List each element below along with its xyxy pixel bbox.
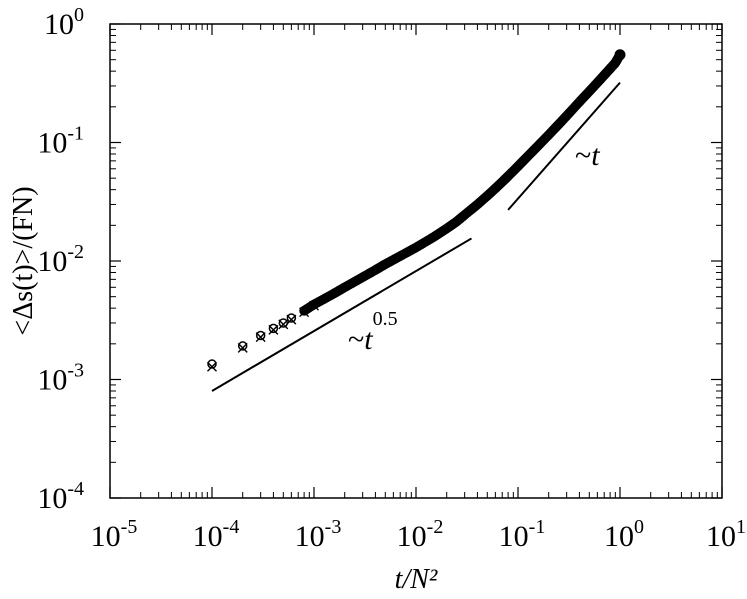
reference-line-label: ~t bbox=[575, 139, 600, 172]
x-tick-label: 101 bbox=[706, 516, 746, 553]
x-tick-label: 10-2 bbox=[397, 516, 444, 553]
cross-stroke bbox=[237, 342, 248, 353]
y-tick-labels: 10-4 10-3 10-2 10-1 100 bbox=[37, 4, 84, 515]
cross-stroke bbox=[268, 324, 279, 335]
y-tick-label: 10-4 bbox=[37, 478, 84, 515]
reference-lines: ~t0.5 ~t bbox=[211, 81, 621, 392]
data-point-cross bbox=[207, 361, 217, 372]
cross-stroke bbox=[299, 307, 310, 318]
y-tick-label: 10-1 bbox=[37, 123, 84, 160]
data-point-cross bbox=[255, 332, 266, 343]
data-points bbox=[207, 49, 626, 372]
axis-ticks bbox=[109, 23, 723, 499]
reference-line bbox=[507, 81, 621, 211]
reference-line-label: ~t0.5 bbox=[348, 308, 398, 356]
data-point-cross bbox=[299, 307, 310, 318]
y-tick-label: 10-3 bbox=[37, 360, 84, 397]
data-point-circle bbox=[237, 341, 248, 351]
cross-stroke bbox=[278, 319, 289, 330]
data-point-cross bbox=[309, 300, 319, 311]
data-point-cross bbox=[268, 324, 279, 335]
cross-stroke bbox=[255, 332, 266, 343]
data-point-circle bbox=[255, 330, 266, 341]
data-point-circle bbox=[268, 323, 279, 334]
data-point-circle bbox=[278, 318, 289, 328]
x-tick-label: 10-1 bbox=[499, 516, 546, 553]
y-axis-title: <Δs(t)>/(FN) bbox=[8, 186, 39, 335]
y-tick-label: 100 bbox=[44, 4, 84, 41]
x-tick-label: 10-4 bbox=[193, 516, 240, 553]
data-point-cross bbox=[286, 314, 297, 325]
x-axis-title: t/N² bbox=[395, 564, 438, 595]
x-tick-label: 10-3 bbox=[295, 516, 342, 553]
cross-stroke bbox=[286, 314, 297, 325]
data-point-cross bbox=[278, 319, 289, 330]
y-tick-label: 10-2 bbox=[37, 241, 84, 278]
reference-line bbox=[211, 237, 473, 392]
x-tick-label: 100 bbox=[604, 516, 644, 553]
data-point-circle bbox=[207, 359, 217, 369]
data-point-circle bbox=[286, 313, 297, 323]
data-point-cross bbox=[237, 342, 248, 353]
plot-frame bbox=[109, 23, 723, 499]
cross-stroke bbox=[207, 361, 217, 372]
x-tick-labels: 10-5 10-4 10-3 10-2 10-1 100 101 bbox=[91, 516, 746, 553]
data-point-circle bbox=[614, 49, 626, 61]
x-tick-label: 10-5 bbox=[91, 516, 138, 553]
cross-stroke bbox=[309, 300, 319, 311]
